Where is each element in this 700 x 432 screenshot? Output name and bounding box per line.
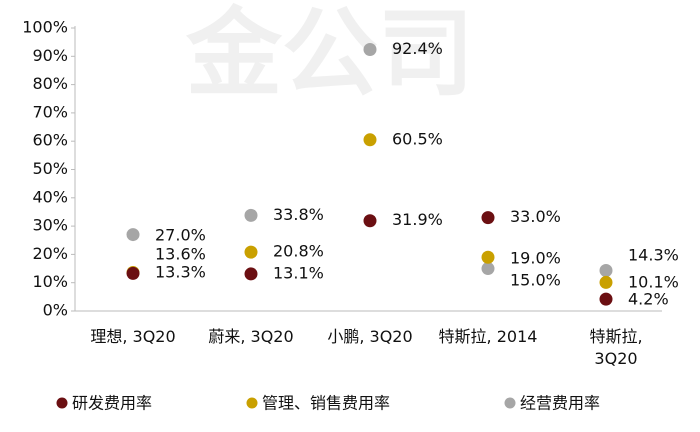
x-tick-label: 特斯拉, 2014 — [438, 327, 538, 346]
data-label: 13.3% — [155, 263, 206, 282]
legend-label: 研发费用率 — [72, 394, 152, 413]
y-tick-label: 60% — [32, 131, 68, 150]
dot — [244, 245, 258, 259]
dot — [599, 275, 613, 289]
data-label: 4.2% — [628, 290, 669, 309]
dot — [599, 264, 613, 278]
y-tick-label: 100% — [22, 18, 68, 37]
x-tick-label: 小鹏, 3Q20 — [327, 327, 413, 346]
data-label: 33.8% — [273, 205, 324, 224]
data-label: 27.0% — [155, 226, 206, 245]
legend-marker — [56, 397, 68, 409]
data-label: 10.1% — [628, 273, 679, 292]
data-label: 31.9% — [392, 210, 443, 229]
dot — [481, 211, 495, 225]
legend-label: 经营费用率 — [520, 394, 600, 413]
dot — [244, 208, 258, 222]
dot — [126, 266, 140, 280]
data-label: 14.3% — [628, 246, 679, 265]
data-label: 33.0% — [510, 207, 561, 226]
y-tick-label: 50% — [32, 159, 68, 178]
data-label: 19.0% — [510, 249, 561, 268]
data-label: 92.4% — [392, 39, 443, 58]
y-tick-label: 30% — [32, 216, 68, 235]
y-tick-label: 40% — [32, 187, 68, 206]
x-tick-label: 蔚来, 3Q20 — [208, 327, 294, 346]
dot — [126, 228, 140, 242]
y-tick-label: 90% — [32, 46, 68, 65]
y-tick-label: 0% — [43, 301, 68, 320]
data-label: 13.6% — [155, 245, 206, 264]
legend-label: 管理、销售费用率 — [262, 394, 390, 413]
dot — [481, 250, 495, 264]
y-tick-label: 10% — [32, 272, 68, 291]
dot — [599, 292, 613, 306]
data-label: 60.5% — [392, 129, 443, 148]
dot — [481, 262, 495, 276]
dot — [363, 214, 377, 228]
x-tick-label: 理想, 3Q20 — [90, 327, 176, 346]
y-tick-label: 80% — [32, 74, 68, 93]
data-label: 15.0% — [510, 271, 561, 290]
y-tick-label: 20% — [32, 244, 68, 263]
data-label: 20.8% — [273, 242, 324, 261]
y-tick-label: 70% — [32, 102, 68, 121]
legend-marker — [504, 397, 516, 409]
data-label: 13.1% — [273, 263, 324, 282]
dot — [363, 133, 377, 147]
dot — [244, 267, 258, 281]
legend-marker — [246, 397, 258, 409]
x-tick-label: 特斯拉, 3Q20 — [589, 327, 643, 368]
dot — [363, 43, 377, 57]
watermark: 金公司 — [185, 0, 474, 109]
